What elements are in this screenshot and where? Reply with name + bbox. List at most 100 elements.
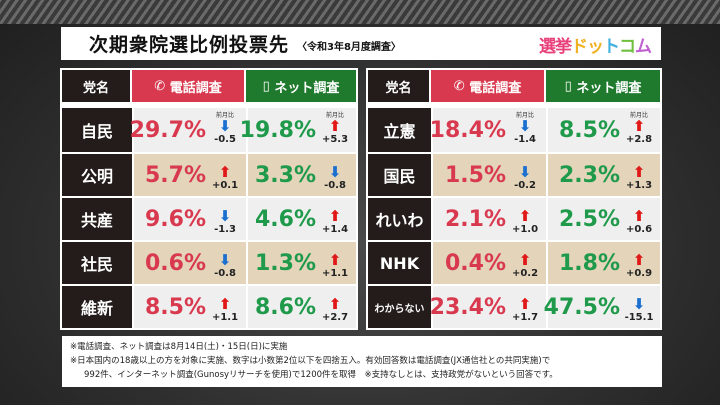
arrow-up-icon: ⬆	[632, 117, 646, 135]
phone-cell: 23.4% ⬆ +1.7	[430, 286, 546, 328]
party-name: 自民	[62, 108, 132, 152]
party-name: NHK	[368, 242, 431, 284]
net-cell: 4.6% ⬆ +1.4	[246, 198, 356, 240]
smartphone-icon: ▯	[262, 78, 275, 94]
phone-percent: 1.5%	[444, 162, 506, 188]
net-cell: 1.3% ⬆ +1.1	[246, 242, 356, 284]
monthly-change: ⬆ +1.1	[318, 244, 352, 284]
net-cell: 2.3% ⬆ +1.3	[546, 154, 660, 196]
phone-percent: 18.4%	[429, 117, 506, 143]
arrow-up-icon: ⬆	[518, 207, 532, 225]
footnote: 992件、インターネット調査(Gunosyリサーチを使用)で1200件を取得 ※…	[84, 370, 558, 380]
phone-percent: 0.4%	[444, 250, 506, 276]
phone-icon: ✆	[154, 78, 170, 94]
party-name: 共産	[62, 198, 132, 240]
phone-cell: 1.5% ⬇ -0.2	[431, 154, 546, 196]
monthly-change: 前月比 ⬆ +2.8	[622, 110, 656, 150]
change-value: +0.2	[511, 268, 539, 279]
monthly-change: ⬆ +0.9	[622, 244, 656, 284]
arrow-up-icon: ⬆	[218, 295, 232, 313]
prev-month-label: 前月比	[215, 112, 234, 119]
arrow-up-icon: ⬆	[632, 251, 646, 269]
phone-percent: 9.6%	[144, 206, 206, 232]
monthly-change: ⬆ +0.6	[622, 200, 656, 240]
phone-icon: ✆	[453, 78, 470, 94]
table-row: 自民 29.7% 前月比 ⬇ -0.5 19.8% 前月比 ⬆ +5.3	[62, 108, 356, 152]
page-subtitle: 〈令和3年8月度調査〉	[297, 42, 401, 53]
monthly-change: ⬆ +1.0	[508, 200, 542, 240]
right-results-table: 党名 ✆ 電話調査 ▯ ネット調査 立憲 18.4% 前月比 ⬇ -1.4 8.…	[366, 68, 662, 330]
monthly-change: ⬇ -0.2	[508, 156, 542, 196]
phone-percent: 8.5%	[144, 294, 206, 320]
net-percent: 1.8%	[558, 250, 620, 276]
monthly-change: ⬆ +1.4	[318, 200, 352, 240]
net-cell: 19.8% 前月比 ⬆ +5.3	[240, 108, 356, 152]
table-row: 維新 8.5% ⬆ +1.1 8.6% ⬆ +2.7	[62, 284, 356, 328]
table-row: 社民 0.6% ⬇ -0.8 1.3% ⬆ +1.1	[62, 240, 356, 284]
left-results-table: 党名 ✆ 電話調査 ▯ ネット調査 自民 29.7% 前月比 ⬇ -0.5 19…	[60, 68, 358, 330]
net-cell: 1.8% ⬆ +0.9	[546, 242, 660, 284]
change-value: +2.8	[625, 134, 653, 145]
table-row: れいわ 2.1% ⬆ +1.0 2.5% ⬆ +0.6	[368, 196, 660, 240]
monthly-change: ⬆ +1.3	[622, 156, 656, 196]
change-value: +0.9	[625, 268, 653, 279]
footnotes: ※電話調査、ネット調査は8月14日(土)・15日(日)に実施 ※日本国内の18歳…	[62, 336, 662, 387]
phone-percent: 29.7%	[129, 117, 206, 143]
monthly-change: ⬆ +1.7	[508, 288, 542, 328]
arrow-up-icon: ⬆	[328, 295, 342, 313]
arrow-down-icon: ⬇	[218, 207, 232, 225]
change-value: +1.7	[511, 312, 539, 323]
header-phone: ✆ 電話調査	[431, 70, 546, 102]
smartphone-icon: ▯	[564, 78, 577, 94]
net-cell: 8.5% 前月比 ⬆ +2.8	[546, 108, 660, 152]
monthly-change: ⬆ +2.7	[318, 288, 352, 328]
arrow-up-icon: ⬆	[632, 163, 646, 181]
phone-cell: 9.6% ⬇ -1.3	[132, 198, 246, 240]
change-value: -1.3	[214, 224, 236, 235]
change-value: +1.3	[625, 180, 653, 191]
phone-percent: 5.7%	[144, 162, 206, 188]
change-value: -15.1	[624, 312, 654, 323]
monthly-change: ⬇ -0.8	[208, 244, 242, 284]
net-percent: 8.6%	[254, 294, 316, 320]
net-cell: 8.6% ⬆ +2.7	[246, 286, 356, 328]
change-value: +0.6	[625, 224, 653, 235]
net-percent: 19.8%	[239, 117, 316, 143]
change-value: +1.0	[511, 224, 539, 235]
monthly-change: ⬆ +1.1	[208, 288, 242, 328]
monthly-change: 前月比 ⬆ +5.3	[318, 110, 352, 150]
table-row: わからない 23.4% ⬆ +1.7 47.5% ⬇ -15.1	[368, 284, 660, 328]
phone-cell: 2.1% ⬆ +1.0	[431, 198, 546, 240]
monthly-change: 前月比 ⬇ -1.4	[508, 110, 542, 150]
table-row: NHK 0.4% ⬆ +0.2 1.8% ⬆ +0.9	[368, 240, 660, 284]
net-cell: 47.5% ⬇ -15.1	[543, 286, 660, 328]
title-bar: 次期衆院選比例投票先 〈令和3年8月度調査〉 選挙ドットコム	[61, 27, 661, 60]
table-row: 公明 5.7% ⬆ +0.1 3.3% ⬇ -0.8	[62, 152, 356, 196]
net-percent: 47.5%	[543, 294, 620, 320]
phone-cell: 29.7% 前月比 ⬇ -0.5	[129, 108, 246, 152]
net-percent: 2.3%	[558, 162, 620, 188]
table-header: 党名 ✆ 電話調査 ▯ ネット調査	[368, 70, 660, 102]
arrow-up-icon: ⬆	[518, 295, 532, 313]
phone-cell: 5.7% ⬆ +0.1	[132, 154, 246, 196]
arrow-down-icon: ⬇	[328, 163, 342, 181]
party-name: れいわ	[368, 198, 431, 240]
net-percent: 8.5%	[558, 117, 620, 143]
change-value: -0.2	[514, 180, 536, 191]
net-cell: 2.5% ⬆ +0.6	[546, 198, 660, 240]
net-percent: 4.6%	[254, 206, 316, 232]
phone-cell: 8.5% ⬆ +1.1	[132, 286, 246, 328]
monthly-change: ⬇ -1.3	[208, 200, 242, 240]
header-party: 党名	[368, 70, 431, 102]
header-net: ▯ ネット調査	[246, 70, 356, 102]
phone-cell: 18.4% 前月比 ⬇ -1.4	[429, 108, 546, 152]
monthly-change: ⬆ +0.2	[508, 244, 542, 284]
phone-percent: 2.1%	[444, 206, 506, 232]
change-value: -0.5	[214, 134, 236, 145]
arrow-up-icon: ⬆	[518, 251, 532, 269]
change-value: -0.8	[214, 268, 236, 279]
arrow-down-icon: ⬇	[518, 117, 532, 135]
change-value: +1.1	[211, 312, 239, 323]
phone-percent: 0.6%	[144, 250, 206, 276]
monthly-change: ⬆ +0.1	[208, 156, 242, 196]
